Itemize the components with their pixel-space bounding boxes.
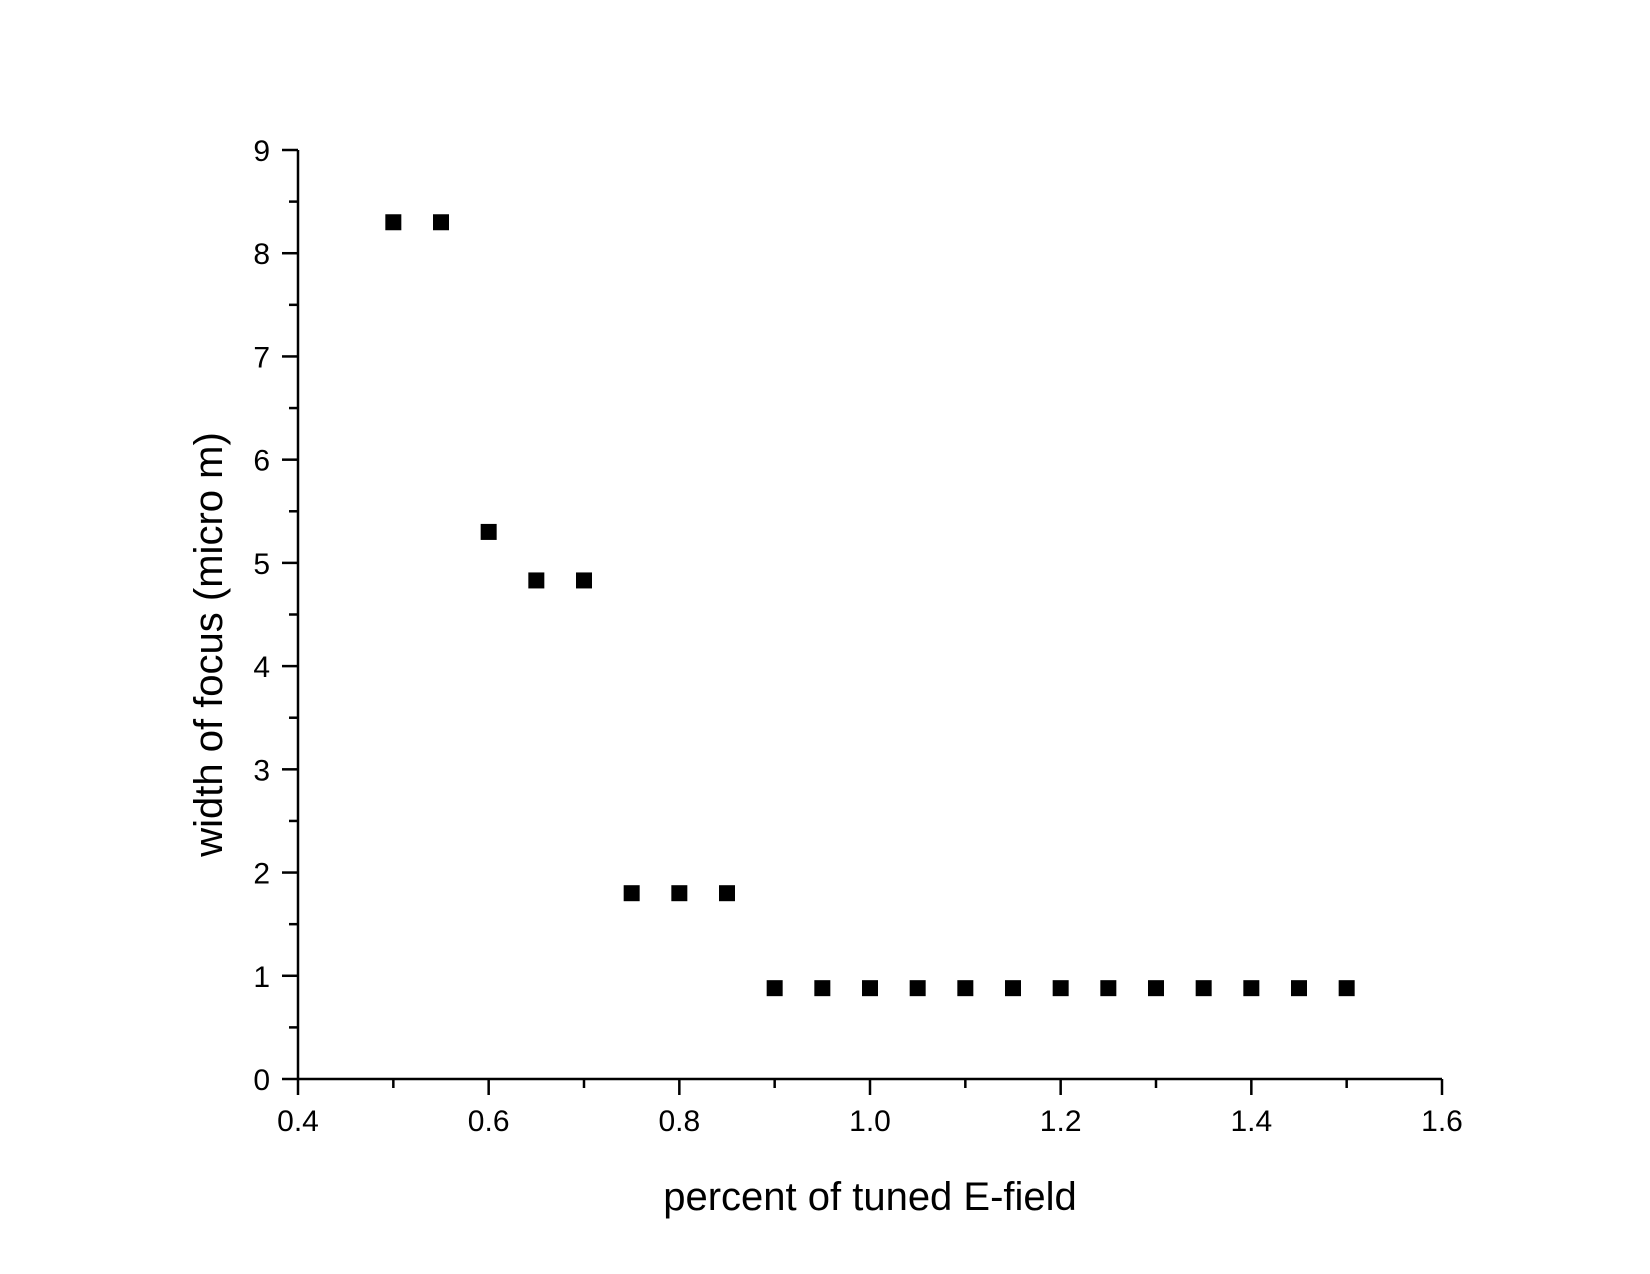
- data-point: [385, 214, 402, 231]
- data-point: [528, 572, 545, 589]
- y-tick-label: 2: [253, 858, 270, 891]
- y-axis-title: width of focus (micro m): [187, 432, 231, 858]
- axes: [296, 150, 1442, 1081]
- x-axis-title: percent of tuned E-field: [663, 1175, 1077, 1219]
- data-point: [671, 885, 688, 902]
- y-tick-label: 1: [253, 961, 270, 994]
- x-tick-label: 1.0: [849, 1105, 891, 1138]
- y-tick-label: 3: [253, 754, 270, 787]
- data-point: [1052, 980, 1069, 997]
- y-tick-label: 5: [253, 548, 270, 581]
- data-point: [480, 523, 497, 540]
- data-point: [433, 214, 449, 231]
- x-tick-label: 0.4: [277, 1105, 319, 1138]
- data-point: [1100, 980, 1117, 997]
- ticks: [282, 148, 1444, 1095]
- y-tick-label: 9: [253, 135, 270, 168]
- y-tick-label: 6: [253, 445, 270, 478]
- y-tick-label: 8: [253, 238, 270, 271]
- data-point: [1291, 980, 1307, 997]
- x-tick-label: 0.6: [468, 1105, 510, 1138]
- data-point: [1195, 980, 1212, 997]
- data-point: [814, 980, 831, 997]
- y-tick-label: 4: [253, 651, 270, 684]
- x-tick-label: 0.8: [658, 1105, 700, 1138]
- x-tick-label: 1.2: [1040, 1105, 1082, 1138]
- data-point: [862, 980, 878, 997]
- data-point: [766, 980, 783, 997]
- data-points: [385, 214, 1355, 997]
- data-point: [957, 980, 974, 997]
- data-point: [623, 885, 640, 902]
- tick-labels: 0.4 0.6 0.8 1.0 1.2 1.4 1.6 0 1 2 3 4 5 6 7 8 9: [253, 135, 1463, 1138]
- y-tick-label: 0: [253, 1064, 270, 1097]
- data-point: [1338, 980, 1355, 997]
- data-point: [719, 885, 735, 902]
- x-tick-label: 1.6: [1421, 1105, 1463, 1138]
- y-tick-label: 7: [253, 341, 270, 374]
- data-point: [576, 572, 592, 589]
- data-point: [1005, 980, 1021, 997]
- data-point: [1148, 980, 1164, 997]
- x-tick-label: 1.4: [1230, 1105, 1272, 1138]
- data-point: [1243, 980, 1260, 997]
- data-point: [909, 980, 926, 997]
